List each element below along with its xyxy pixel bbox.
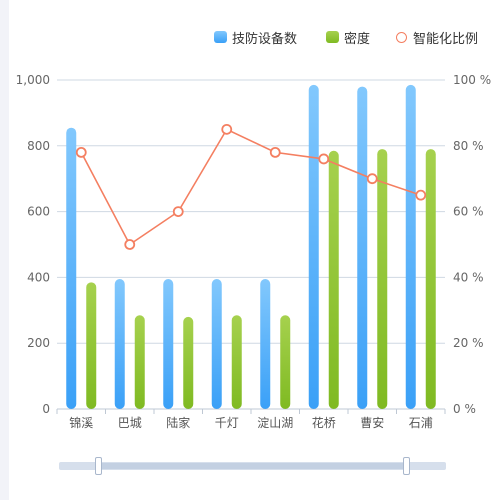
point-smart-ratio <box>221 123 233 135</box>
point-smart-ratio <box>172 206 184 218</box>
y-left-tick-label: 1,000 <box>16 73 50 87</box>
chart-legend: 技防设备数 密度 智能化比例 <box>0 27 500 47</box>
point-smart-ratio <box>124 239 136 250</box>
y-right-tick-label: 20 % <box>453 336 484 350</box>
y-left-tick-label: 800 <box>27 139 50 153</box>
y-left-tick-label: 600 <box>27 205 50 219</box>
y-left-tick-label: 0 <box>42 402 50 416</box>
bar-devices <box>114 279 125 409</box>
x-tick-label: 淀山湖 <box>257 415 293 430</box>
bar-density <box>328 150 339 410</box>
bar-density <box>134 315 145 409</box>
legend-label-density: 密度 <box>344 31 371 47</box>
point-smart-ratio <box>269 146 281 158</box>
bar-devices <box>405 84 416 409</box>
left-edge-strip <box>0 0 9 500</box>
legend-label-smart-ratio: 智能化比例 <box>413 31 479 47</box>
y-right-tick-label: 40 % <box>453 270 484 284</box>
bar-density <box>183 316 194 409</box>
data-zoom-slider[interactable] <box>59 457 446 475</box>
y-right-tick-label: 100 % <box>453 73 491 87</box>
bar-density <box>231 315 242 409</box>
bar-devices <box>163 279 174 409</box>
x-tick-label: 锦溪 <box>69 416 93 430</box>
data-zoom-range[interactable] <box>99 463 406 469</box>
y-right-tick-label: 0 % <box>453 402 476 416</box>
data-zoom-start-handle[interactable] <box>95 457 102 475</box>
x-tick-label: 巴城 <box>118 416 142 430</box>
legend-item-devices[interactable]: 技防设备数 <box>214 27 297 47</box>
x-tick-label: 石浦 <box>409 416 433 430</box>
point-smart-ratio <box>318 153 330 165</box>
point-smart-ratio <box>366 173 378 185</box>
legend-item-smart-ratio[interactable]: 智能化比例 <box>396 27 478 47</box>
data-zoom-end-handle[interactable] <box>403 457 410 475</box>
bar-devices <box>308 84 319 409</box>
bar-devices <box>211 279 222 409</box>
point-smart-ratio <box>75 146 87 158</box>
bar-devices <box>66 127 77 409</box>
line-smart-ratio <box>80 128 422 246</box>
bar-density <box>86 282 97 409</box>
x-tick-label: 花桥 <box>312 415 336 430</box>
y-left-tick-label: 400 <box>27 270 50 284</box>
legend-swatch-devices <box>214 31 227 43</box>
bar-devices <box>260 279 271 409</box>
legend-circle-smart-ratio <box>396 31 407 43</box>
x-tick-label: 千灯 <box>215 416 239 430</box>
bar-devices <box>357 86 368 409</box>
legend-item-density[interactable]: 密度 <box>326 27 370 47</box>
y-right-tick-label: 60 % <box>453 205 484 219</box>
y-right-tick-label: 80 % <box>453 139 484 153</box>
x-tick-label: 曹安 <box>360 415 384 430</box>
point-smart-ratio <box>415 189 427 201</box>
bar-density <box>425 149 436 409</box>
legend-label-devices: 技防设备数 <box>232 31 298 47</box>
legend-swatch-density <box>326 31 339 43</box>
y-left-tick-label: 200 <box>27 336 50 350</box>
x-tick-label: 陆家 <box>166 415 190 430</box>
bar-density <box>377 149 388 409</box>
bar-density <box>280 315 291 409</box>
